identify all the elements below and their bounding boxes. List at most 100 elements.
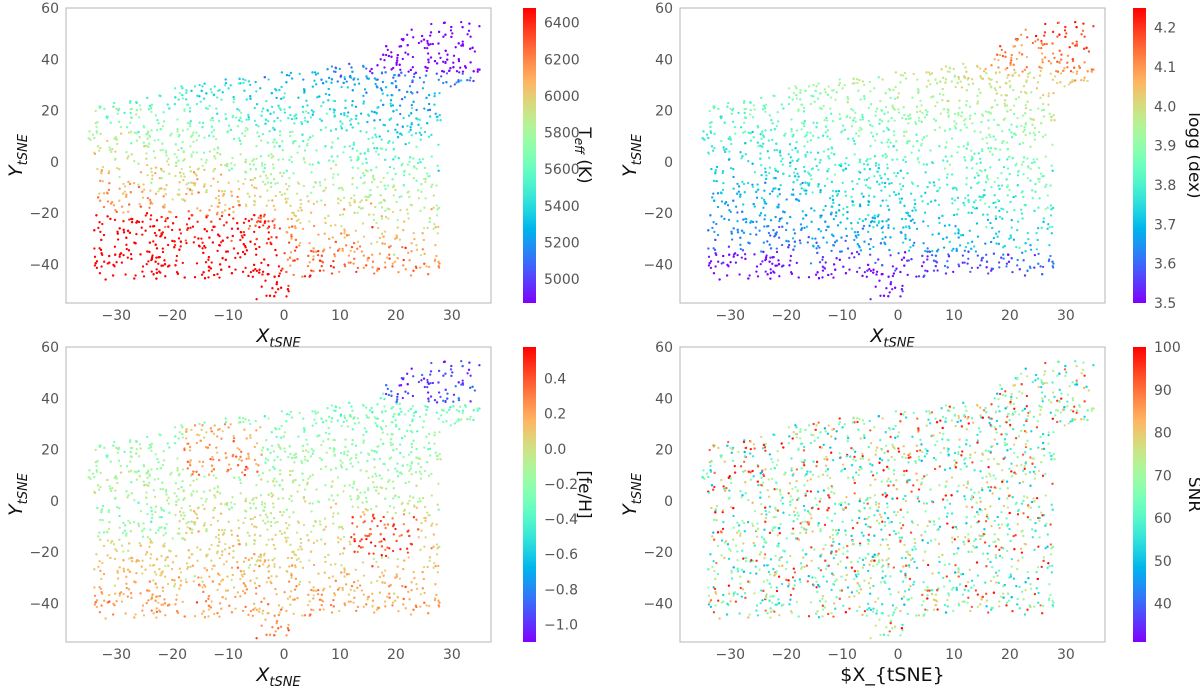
data-point <box>125 126 129 129</box>
data-point <box>1047 92 1050 95</box>
data-point <box>1040 172 1043 175</box>
data-point <box>969 186 973 189</box>
data-point <box>242 182 245 186</box>
data-point <box>791 148 794 152</box>
data-point <box>856 182 859 186</box>
data-point <box>157 122 160 125</box>
data-point <box>324 92 328 96</box>
data-point <box>401 245 404 249</box>
data-point <box>766 240 769 243</box>
data-point <box>1058 60 1061 64</box>
data-point <box>826 177 829 180</box>
data-point <box>1013 209 1016 212</box>
data-point <box>374 205 377 209</box>
data-point <box>749 108 752 112</box>
data-point <box>363 88 367 91</box>
data-point <box>344 244 348 247</box>
data-point <box>307 111 310 115</box>
data-point <box>329 264 333 268</box>
data-point <box>1082 79 1086 82</box>
data-point <box>987 178 990 181</box>
data-point <box>351 70 354 73</box>
data-point <box>100 172 103 175</box>
data-point <box>1060 53 1063 56</box>
data-point <box>829 107 832 110</box>
data-point <box>281 175 284 178</box>
data-point <box>99 132 102 136</box>
data-point <box>1039 96 1042 100</box>
data-point <box>757 188 760 191</box>
data-point <box>277 288 280 291</box>
data-point <box>317 161 320 164</box>
data-point <box>150 167 153 170</box>
data-point <box>892 227 896 230</box>
data-point <box>1040 39 1043 43</box>
data-point <box>867 176 871 180</box>
data-point <box>1044 155 1047 158</box>
data-point <box>861 115 864 119</box>
data-point <box>387 217 390 220</box>
data-point <box>271 220 274 223</box>
data-point <box>804 89 807 93</box>
data-point <box>174 174 177 178</box>
data-point <box>854 234 857 237</box>
data-point <box>371 136 374 139</box>
data-point <box>153 139 156 142</box>
data-point <box>880 273 883 276</box>
data-point <box>824 261 827 264</box>
data-point <box>981 213 985 216</box>
data-point <box>1048 225 1051 229</box>
data-point <box>894 71 898 74</box>
data-point <box>364 195 367 198</box>
data-point <box>427 61 430 64</box>
data-point <box>133 159 136 163</box>
data-point <box>324 221 327 225</box>
data-point <box>255 237 258 241</box>
data-point <box>998 71 1001 74</box>
data-point <box>266 141 269 144</box>
data-point <box>895 175 898 178</box>
data-point <box>788 174 791 178</box>
data-point <box>792 248 795 251</box>
data-point <box>149 214 153 217</box>
data-point <box>838 203 841 207</box>
data-point <box>736 182 739 186</box>
data-point <box>246 128 249 131</box>
data-point <box>312 185 315 189</box>
colorbar-tick-label: 6200 <box>544 52 580 68</box>
data-point <box>258 225 261 229</box>
data-point <box>429 31 433 34</box>
data-point <box>863 270 867 274</box>
data-point <box>182 172 185 175</box>
data-point <box>285 230 288 234</box>
data-point <box>408 195 411 199</box>
data-point <box>1014 97 1018 101</box>
data-point <box>200 237 203 240</box>
data-point <box>293 225 297 228</box>
data-point <box>183 175 186 178</box>
data-point <box>275 96 278 100</box>
data-point <box>846 210 849 214</box>
data-point <box>339 199 342 202</box>
data-point <box>212 93 216 96</box>
data-point <box>396 218 399 222</box>
data-point <box>803 120 806 123</box>
data-point <box>102 205 106 209</box>
data-point <box>153 231 157 235</box>
data-point <box>404 142 407 146</box>
data-point <box>330 78 334 81</box>
data-point <box>116 142 119 146</box>
data-point <box>332 259 335 263</box>
data-point <box>961 261 964 264</box>
data-point <box>175 156 178 159</box>
data-point <box>726 105 729 108</box>
data-point <box>1073 79 1077 82</box>
data-point <box>925 163 928 166</box>
data-point <box>816 97 820 100</box>
data-point <box>461 72 464 75</box>
data-point <box>225 250 228 253</box>
data-point <box>831 189 835 193</box>
data-point <box>223 84 227 87</box>
data-point <box>350 117 353 121</box>
data-point <box>373 127 376 130</box>
